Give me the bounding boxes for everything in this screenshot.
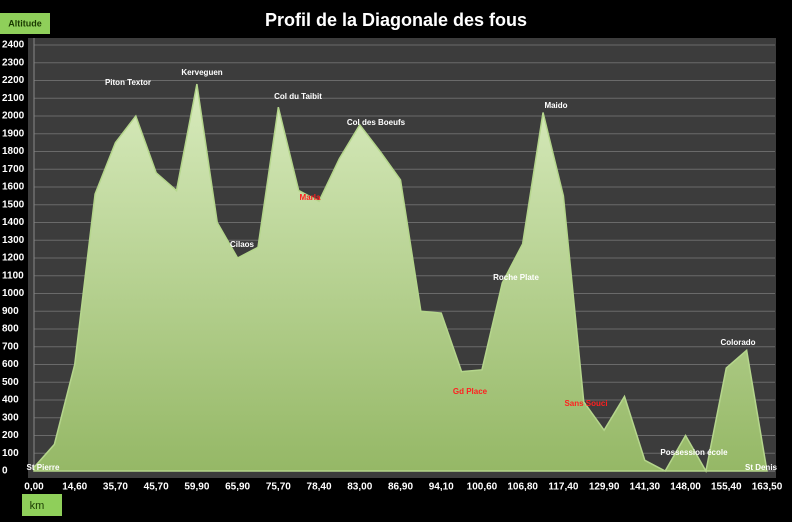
y-tick-label: 1100 [2,270,24,281]
x-tick-label: 35,70 [103,482,128,493]
y-tick-label: 2200 [2,75,25,86]
x-tick-label: 65,90 [225,482,250,493]
y-tick-label: 600 [2,359,19,370]
y-tick-label: 800 [2,324,19,335]
y-tick-label: 2300 [2,57,25,68]
y-tick-label: 500 [2,377,19,388]
y-tick-label: 1800 [2,146,25,157]
x-tick-label: 83,00 [347,482,372,493]
y-tick-label: 1700 [2,164,25,175]
annotation: Col du Taibit [274,92,322,101]
y-tick-label: 400 [2,395,19,406]
x-tick-label: 148,00 [670,482,701,493]
y-label-box [0,13,50,34]
x-tick-label: 106,80 [507,482,538,493]
area [33,83,768,474]
y-tick-label: 0 [2,466,8,477]
y-tick-label: 300 [2,412,19,423]
chart-title: Profil de la Diagonale des fous [265,10,527,30]
x-tick-label: 59,90 [184,482,209,493]
y-tick-label: 1200 [2,253,25,264]
annotation: Gd Place [453,387,488,396]
x-tick-label: 78,40 [307,482,332,493]
annotation: Cilaos [230,240,255,249]
annotation: Marla [300,193,321,202]
annotation: Maido [544,101,567,110]
annotation: Roche Plate [493,273,539,282]
x-tick-label: 100,60 [467,482,498,493]
annotation: Piton Textor [105,78,151,87]
x-tick-label: 75,70 [266,482,291,493]
annotation: Possession école [660,448,728,457]
x-tick-label: 117,40 [548,482,578,493]
annotation: Kerveguen [181,68,222,77]
x-tick-label: 155,40 [711,482,742,493]
y-tick-label: 700 [2,341,19,352]
annotation: Sans Souci [564,399,607,408]
y-tick-label: 1000 [2,288,25,299]
y-tick-label: 2100 [2,93,25,104]
annotation: St Denis [745,463,778,472]
y-tick-label: 200 [2,430,19,441]
x-tick-label: 14,60 [62,482,87,493]
x-tick-label: 86,90 [388,482,413,493]
y-tick-label: 1500 [2,199,25,210]
annotation: Colorado [720,338,755,347]
y-tick-label: 2000 [2,111,25,122]
y-tick-label: 1300 [2,235,25,246]
x-tick-label: 129,90 [589,482,620,493]
annotation: Col des Boeufs [347,118,406,127]
x-label-box [22,494,62,516]
x-tick-label: 45,70 [144,482,169,493]
y-tick-label: 1600 [2,182,25,193]
y-tick-label: 900 [2,306,19,317]
y-tick-label: 1400 [2,217,25,228]
y-tick-label: 100 [2,448,19,459]
x-tick-label: 141,30 [630,482,661,493]
y-tick-label: 2400 [2,40,25,51]
x-tick-label: 0,00 [24,482,44,493]
x-tick-label: 94,10 [429,482,454,493]
y-axis-title: Altitude [8,18,42,28]
x-axis-title: km [30,500,45,512]
annotation: St Pierre [27,463,60,472]
y-tick-label: 1900 [2,128,25,139]
x-tick-label: 163,50 [752,482,783,493]
